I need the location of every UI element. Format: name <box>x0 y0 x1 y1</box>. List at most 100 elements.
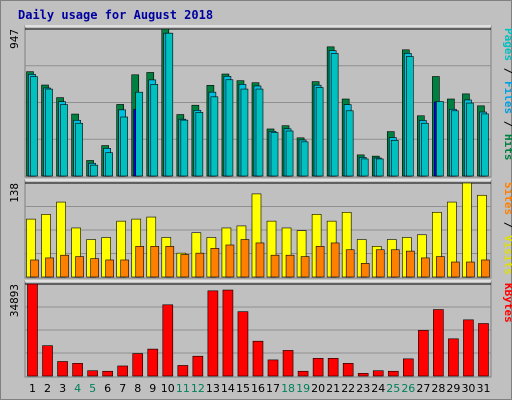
x-tick-label-day-8: 8 <box>134 382 141 395</box>
x-tick-label-day-11: 11 <box>176 382 190 395</box>
sites-bar-day-16 <box>255 242 265 278</box>
panel-visits: 138 Sites / Visits <box>8 179 512 279</box>
x-tick-label-day-7: 7 <box>119 382 126 395</box>
y-max-label-visits: 138 <box>8 183 21 203</box>
sites-bar-day-22 <box>345 249 355 278</box>
x-tick-label-day-17: 17 <box>266 382 280 395</box>
pages-bar-day-26 <box>406 56 414 177</box>
sites-bar-day-15 <box>240 239 250 278</box>
pages-bar-day-7 <box>120 116 128 177</box>
kbytes-bar-day-25 <box>387 370 399 377</box>
sites-bar-day-12 <box>195 252 205 278</box>
kbytes-bar-day-31 <box>478 323 489 377</box>
sites-bar-day-13 <box>210 248 220 278</box>
kbytes-bar-day-15 <box>237 311 249 377</box>
kbytes-bar-day-12 <box>192 355 204 377</box>
pages-bar-day-27 <box>421 122 429 177</box>
kbytes-bar-day-1 <box>27 283 38 377</box>
sites-bar-day-2 <box>45 257 54 278</box>
kbytes-bar-day-20 <box>312 358 324 377</box>
sites-bar-day-31 <box>481 259 490 278</box>
sites-bar-day-17 <box>270 254 280 278</box>
pages-bar-day-21 <box>330 53 339 177</box>
sites-bar-day-14 <box>225 244 235 278</box>
y-max-label-kbytes: 34893 <box>8 284 21 317</box>
sites-bar-day-29 <box>451 261 460 278</box>
x-tick-label-day-19: 19 <box>296 382 310 395</box>
kbytes-bar-day-23 <box>357 373 369 377</box>
x-tick-label-day-5: 5 <box>89 382 96 395</box>
chart-title: Daily usage for August 2018 <box>18 8 213 22</box>
pages-bar-day-20 <box>315 87 324 177</box>
kbytes-bar-day-5 <box>87 370 98 377</box>
pages-bar-day-8 <box>135 91 144 177</box>
pages-bar-day-31 <box>481 113 489 177</box>
kbytes-bar-day-8 <box>132 353 144 377</box>
kbytes-bar-day-6 <box>102 370 113 377</box>
kbytes-bar-day-9 <box>147 348 159 377</box>
sites-bar-day-21 <box>330 242 340 278</box>
kbytes-bar-day-10 <box>162 304 174 377</box>
sites-bar-day-30 <box>466 261 475 278</box>
kbytes-bar-day-14 <box>222 289 234 377</box>
kbytes-bar-day-2 <box>42 345 53 377</box>
kbytes-bar-day-13 <box>207 290 219 377</box>
pages-bar-day-3 <box>60 104 68 177</box>
x-tick-label-day-25: 25 <box>386 382 400 395</box>
x-tick-label-day-13: 13 <box>206 382 220 395</box>
x-tick-label-day-6: 6 <box>104 382 111 395</box>
x-tick-label-day-22: 22 <box>341 382 355 395</box>
sites-bar-day-7 <box>120 259 129 278</box>
pages-bar-day-24 <box>375 158 384 177</box>
series-label-part: / <box>502 215 512 235</box>
pages-bar-day-11 <box>180 119 189 177</box>
pages-bar-day-18 <box>285 130 294 177</box>
pages-bar-day-28 <box>436 101 444 177</box>
kbytes-bar-day-4 <box>72 363 83 377</box>
series-label-part: Hits <box>502 134 512 161</box>
sites-bar-day-27 <box>421 257 430 278</box>
panel-kbytes: 34893 KBytes <box>8 280 512 378</box>
pages-bar-day-22 <box>345 110 354 177</box>
series-label-part: / <box>502 61 512 81</box>
pages-bar-day-14 <box>225 79 234 177</box>
pages-bar-day-5 <box>90 164 98 177</box>
pages-bar-day-10 <box>165 32 174 177</box>
x-tick-label-day-16: 16 <box>251 382 265 395</box>
series-label-part: KBytes <box>502 283 512 323</box>
sites-bar-day-6 <box>105 259 114 278</box>
x-tick-label-day-3: 3 <box>59 382 66 395</box>
kbytes-bar-day-11 <box>177 365 189 377</box>
pages-bar-day-23 <box>360 158 369 177</box>
series-label-kbytes: KBytes <box>502 283 512 323</box>
sites-bar-day-4 <box>75 256 84 278</box>
x-tick-label-day-29: 29 <box>446 382 460 395</box>
sites-bar-day-24 <box>375 249 385 278</box>
pages-bar-day-16 <box>255 88 264 177</box>
series-label-part: Pages <box>502 28 512 61</box>
x-tick-label-day-14: 14 <box>221 382 235 395</box>
sites-bar-day-23 <box>360 263 370 278</box>
pages-bar-day-19 <box>300 141 309 177</box>
kbytes-bar-day-24 <box>372 370 384 377</box>
sites-bar-day-19 <box>300 256 310 278</box>
pages-bar-day-4 <box>75 122 83 177</box>
kbytes-bar-day-21 <box>327 358 339 377</box>
sites-bar-day-11 <box>180 254 190 278</box>
pages-bar-day-25 <box>390 139 399 177</box>
x-tick-label-day-9: 9 <box>149 382 156 395</box>
kbytes-bar-day-27 <box>418 330 429 377</box>
kbytes-bar-day-3 <box>57 361 68 377</box>
series-label-visits: Sites / Visits <box>502 182 512 275</box>
sites-bar-day-20 <box>315 246 325 278</box>
kbytes-bar-day-18 <box>282 350 294 377</box>
kbytes-bar-day-26 <box>403 358 414 377</box>
x-tick-label-day-26: 26 <box>401 382 415 395</box>
sites-bar-day-28 <box>436 256 445 278</box>
y-max-label-hits: 947 <box>8 29 21 49</box>
x-tick-label-day-28: 28 <box>431 382 445 395</box>
x-tick-label-day-12: 12 <box>191 382 205 395</box>
pages-bar-day-2 <box>45 88 53 177</box>
kbytes-bar-day-29 <box>448 338 459 377</box>
